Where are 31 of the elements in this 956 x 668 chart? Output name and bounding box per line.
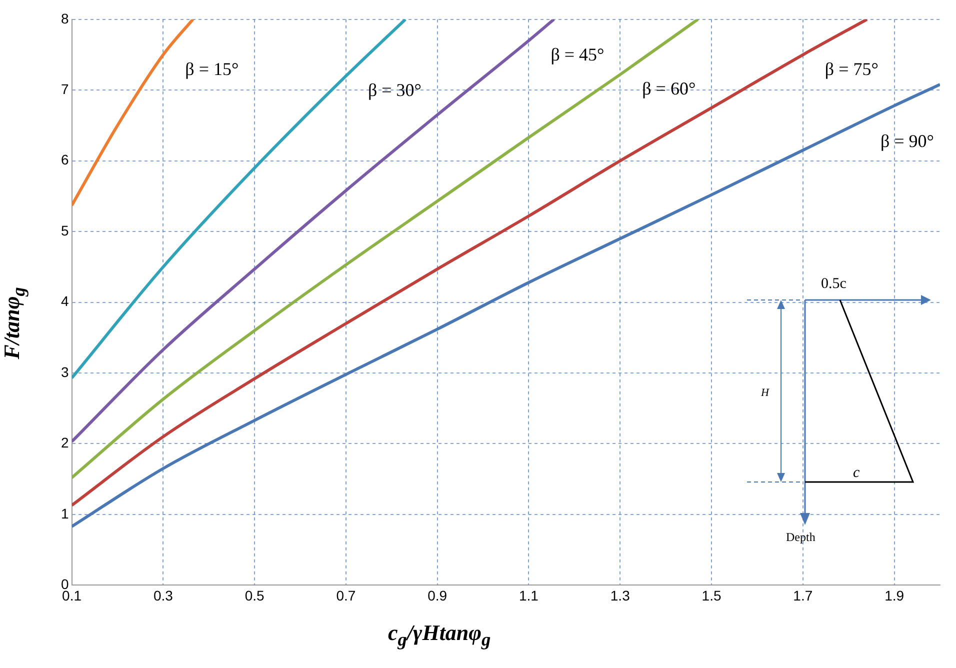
series-label: β = 90° <box>880 131 934 152</box>
y-tick-label: 8 <box>60 10 69 26</box>
x-tick-label: 1.9 <box>884 587 904 604</box>
x-tick-label: 1.7 <box>793 587 813 604</box>
y-tick-label: 3 <box>60 364 69 380</box>
series-label: β = 30° <box>368 80 422 100</box>
y-tick-label: 5 <box>60 222 69 238</box>
line-series <box>72 82 940 528</box>
y-tick-label: 4 <box>60 293 69 310</box>
x-tick-label: 0.9 <box>428 587 448 604</box>
series-label: β = 60° <box>642 78 696 99</box>
x-tick-label: 0.7 <box>336 587 356 604</box>
x-tick-label: 1.5 <box>702 587 722 604</box>
line-series <box>72 19 700 480</box>
series-label: β = 75° <box>824 58 878 79</box>
x-tick-label: 1.1 <box>519 587 539 604</box>
x-tick-label: 1.3 <box>610 587 630 604</box>
x-tick-label: 0.5 <box>244 587 265 604</box>
series-label: β = 45° <box>550 44 604 65</box>
annotation: 0.5c <box>821 276 847 292</box>
x-tick-label: 0.3 <box>153 587 174 604</box>
y-tick-label: 6 <box>60 152 69 168</box>
y-tick-label: 1 <box>60 505 69 522</box>
y-tick-label: 2 <box>60 434 69 451</box>
series-label: β = 15° <box>185 58 239 79</box>
annotation: H <box>760 387 770 399</box>
annotation: Depth <box>786 530 816 544</box>
line-series <box>72 19 194 207</box>
y-tick-label: 7 <box>60 80 69 97</box>
x-axis-title: c$_{g}$/γHtanφ$_{g}$ <box>388 620 491 650</box>
annotation: c <box>853 465 860 481</box>
